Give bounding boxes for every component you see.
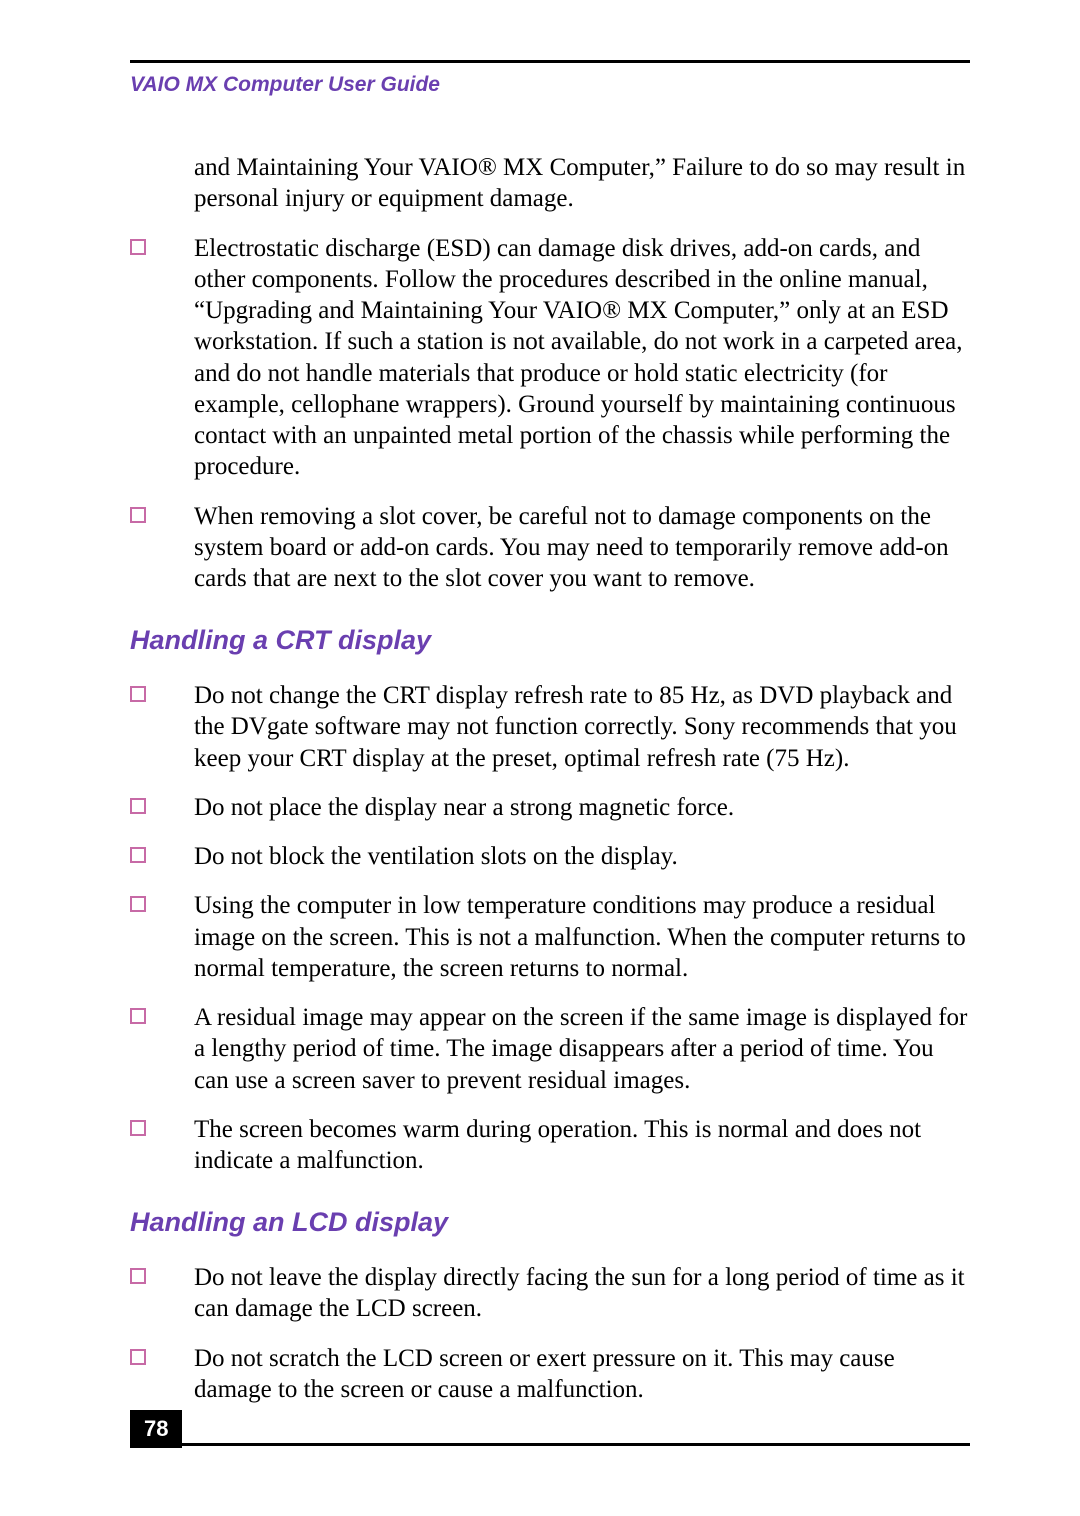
- list-item: Do not place the display near a strong m…: [130, 792, 970, 823]
- list-item: When removing a slot cover, be careful n…: [130, 501, 970, 595]
- page-body: and Maintaining Your VAIO® MX Computer,”…: [130, 152, 970, 1405]
- list-item: Do not leave the display directly facing…: [130, 1262, 970, 1325]
- page-footer: 78: [130, 1410, 970, 1448]
- lcd-bullet-list: Do not leave the display directly facing…: [130, 1262, 970, 1405]
- page-number: 78: [130, 1410, 182, 1448]
- intro-bullet-list: Electrostatic discharge (ESD) can damage…: [130, 233, 970, 595]
- top-rule: [130, 60, 970, 63]
- list-item: Do not scratch the LCD screen or exert p…: [130, 1343, 970, 1406]
- continuation-paragraph: and Maintaining Your VAIO® MX Computer,”…: [194, 152, 970, 215]
- section-heading-crt: Handling a CRT display: [130, 624, 970, 658]
- section-heading-lcd: Handling an LCD display: [130, 1206, 970, 1240]
- list-item: Do not change the CRT display refresh ra…: [130, 680, 970, 774]
- list-item: Using the computer in low temperature co…: [130, 890, 970, 984]
- list-item: Electrostatic discharge (ESD) can damage…: [130, 233, 970, 483]
- list-item: A residual image may appear on the scree…: [130, 1002, 970, 1096]
- running-header: VAIO MX Computer User Guide: [130, 73, 970, 97]
- list-item: The screen becomes warm during operation…: [130, 1114, 970, 1177]
- footer-rule: [182, 1443, 970, 1446]
- list-item: Do not block the ventilation slots on th…: [130, 841, 970, 872]
- crt-bullet-list: Do not change the CRT display refresh ra…: [130, 680, 970, 1176]
- document-page: VAIO MX Computer User Guide and Maintain…: [0, 0, 1080, 1516]
